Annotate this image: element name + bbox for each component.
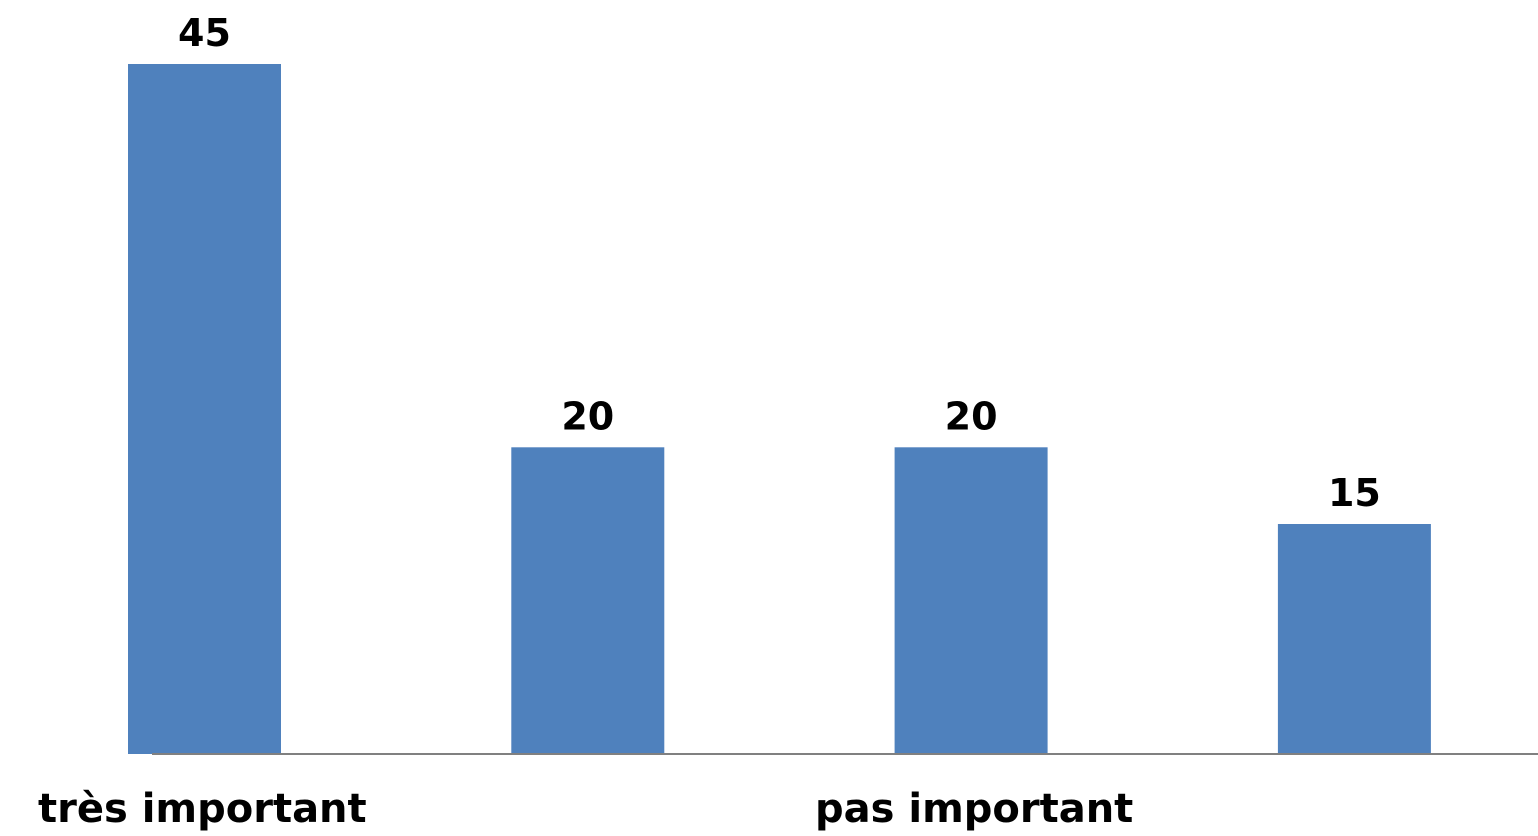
- data-label-3: 15: [1328, 471, 1381, 515]
- bars-group: [128, 64, 1431, 754]
- category-label-tres-important: très important: [38, 786, 367, 832]
- bar-2: [894, 447, 1048, 754]
- category-labels-group: très important pas important: [38, 786, 1133, 832]
- category-label-pas-important: pas important: [815, 786, 1133, 832]
- bar-3: [1277, 524, 1431, 754]
- data-labels-group: 45 20 20 15: [178, 11, 1381, 515]
- data-label-1: 20: [561, 394, 614, 438]
- bar-1: [511, 447, 665, 754]
- bar-0: [128, 64, 281, 754]
- data-label-0: 45: [178, 11, 231, 55]
- data-label-2: 20: [945, 394, 998, 438]
